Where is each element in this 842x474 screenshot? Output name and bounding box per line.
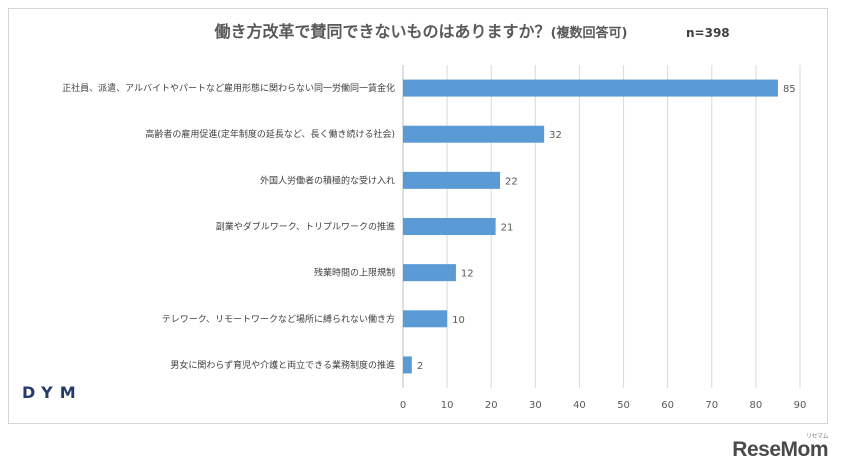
x-tick-label: 60: [661, 400, 674, 411]
x-tick-label: 20: [485, 400, 498, 411]
bar: [403, 79, 778, 97]
x-tick-label: 90: [794, 400, 807, 411]
chart-title: 働き方改革で賛同できないものはありますか？(複数回答可): [0, 18, 842, 42]
value-label: 12: [461, 269, 474, 280]
value-label: 85: [783, 84, 796, 95]
value-label: 21: [501, 223, 514, 234]
gridlines: [402, 65, 801, 388]
x-tick-label: 0: [400, 400, 406, 411]
value-label: 32: [549, 130, 562, 141]
value-label: 2: [417, 361, 423, 372]
category-label: 高齢者の雇用促進(定年制度の延長など、長く働き続ける社会): [145, 128, 395, 140]
x-tick-label: 10: [441, 400, 454, 411]
x-tick-label: 40: [573, 400, 586, 411]
resemom-watermark: リセマム ReseMom: [732, 434, 828, 462]
x-tick-label: 30: [529, 400, 542, 411]
chart-frame: [8, 8, 828, 424]
bar: [403, 171, 501, 189]
title-sub: (複数回答可): [550, 26, 628, 41]
title-main: 働き方改革で賛同できないものはありますか？: [214, 22, 551, 41]
category-label: 男女に関わらず育児や介護と両立できる業務制度の推進: [170, 359, 395, 371]
bar: [403, 356, 412, 374]
value-labels: 85 32 22 21 12 10 2: [417, 84, 796, 372]
category-label: 残業時間の上限規制: [314, 267, 395, 279]
bar: [403, 264, 456, 282]
x-tick-label: 50: [617, 400, 630, 411]
sample-size: n=398: [686, 26, 730, 40]
category-label: 外国人労働者の積極的な受け入れ: [260, 174, 395, 186]
dym-logo: DYM: [22, 383, 83, 402]
value-label: 10: [452, 315, 465, 326]
category-label: テレワーク、リモートワークなど場所に縛られない働き方: [162, 313, 395, 325]
x-tick-labels: 0 10 20 30 40 50 60 70 80 90: [400, 400, 807, 411]
category-label: 副業やダブルワーク、トリプルワークの推進: [216, 221, 395, 233]
bars: [403, 79, 778, 374]
bar: [403, 125, 545, 143]
bar: [403, 310, 448, 328]
x-tick-label: 70: [705, 400, 718, 411]
bar: [403, 218, 496, 235]
watermark-ruby: リセマム: [805, 434, 829, 440]
watermark-text: ReseMom: [732, 438, 828, 461]
value-label: 22: [505, 176, 518, 187]
category-labels: 正社員、派遣、アルバイトやパートなど雇用形態に関わらない同一労働同一賃金化高齢者…: [62, 82, 395, 371]
x-tick-label: 80: [750, 400, 763, 411]
category-label: 正社員、派遣、アルバイトやパートなど雇用形態に関わらない同一労働同一賃金化: [62, 82, 395, 94]
